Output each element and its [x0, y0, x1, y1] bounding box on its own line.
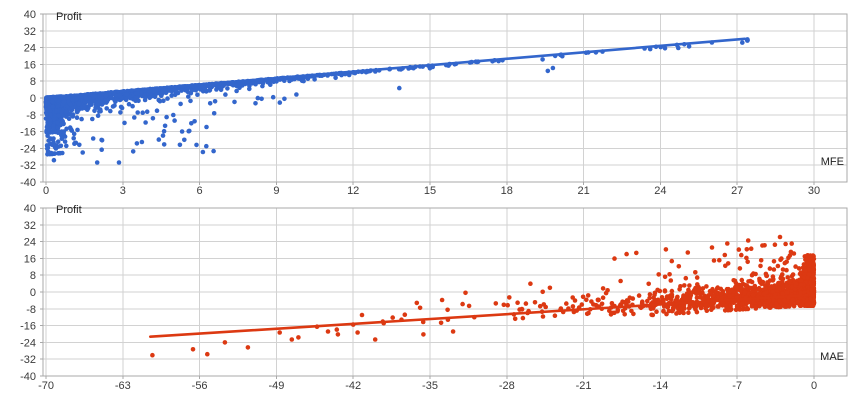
axis-tick-marks — [40, 13, 815, 185]
y-tick-label: -32 — [20, 354, 36, 366]
y-tick-label: -8 — [26, 110, 36, 122]
x-tick-label: -70 — [38, 380, 54, 392]
mae-scatter-plot: -70 -63 -56 -49 -42 -35 -28 -21 -14 -7 04032241680… — [20, 203, 848, 392]
y-tick-label: 8 — [30, 270, 36, 282]
profit-vs-mfe-chart: 0 3 6 9 12 15 18 21 24 27 30 40 32 24 16 8 0 -8 -16 -24 -32 -… — [20, 9, 848, 197]
y-tick-label: 16 — [24, 59, 36, 71]
x-tick-label: -49 — [268, 380, 284, 392]
x-tick-label: 0 — [43, 185, 49, 197]
x-tick-label: -21 — [576, 380, 592, 392]
scatter-points — [150, 234, 817, 358]
x-tick-label: 9 — [273, 185, 279, 197]
x-tick-label: -35 — [422, 380, 438, 392]
y-tick-label: 32 — [24, 220, 36, 232]
scatter-points — [43, 37, 750, 165]
x-tick-label: -14 — [652, 380, 668, 392]
trendline — [44, 37, 747, 99]
x-tick-label: -42 — [345, 380, 361, 392]
tick-labels: 0 3 6 9 12 15 18 21 24 27 30 40 32 24 16 8 0 -8 -16 -24 -32 -… — [20, 9, 820, 197]
x-tick-label: 27 — [731, 185, 743, 197]
x-tick-label: -56 — [192, 380, 208, 392]
y-tick-label: -40 — [20, 371, 36, 383]
y-tick-label: 40 — [24, 9, 36, 21]
y-tick-label: -8 — [26, 304, 36, 316]
x-tick-label: 6 — [197, 185, 203, 197]
y-tick-label: 0 — [30, 287, 36, 299]
profit-vs-mae-chart: -70 -63 -56 -49 -42 -35 -28 -21 -14 -7 0 40 32 24 16 8 0… — [0, 200, 860, 400]
x-tick-label: -28 — [499, 380, 515, 392]
y-tick-label: -40 — [20, 177, 36, 189]
x-tick-label: 24 — [654, 185, 666, 197]
x-tick-label: 21 — [577, 185, 589, 197]
x-tick-label: 12 — [347, 185, 359, 197]
y-tick-label: 24 — [24, 43, 36, 55]
x-tick-label: 18 — [501, 185, 513, 197]
trendline — [148, 293, 809, 339]
mae-chart-xaxis-title: MAE — [820, 351, 844, 363]
x-tick-label: 15 — [424, 185, 436, 197]
y-tick-label: 0 — [30, 93, 36, 105]
mae-chart-yaxis-title: Profit — [56, 204, 82, 216]
y-tick-label: 32 — [24, 26, 36, 38]
x-tick-label: 0 — [811, 380, 817, 392]
y-tick-label: 8 — [30, 76, 36, 88]
tick-labels: -70 -63 -56 -49 -42 -35 -28 -21 -14 -7 04032241680… — [20, 203, 817, 392]
x-tick-label: 3 — [120, 185, 126, 197]
mfe-chart-xaxis-title: MFE — [820, 156, 844, 168]
y-tick-label: -16 — [20, 321, 36, 333]
y-tick-label: 40 — [24, 203, 36, 215]
y-tick-label: -32 — [20, 160, 36, 172]
x-tick-label: -63 — [115, 380, 131, 392]
mfe-chart-yaxis-title: Profit — [56, 11, 82, 23]
x-tick-label: 30 — [808, 185, 820, 197]
mfe-scatter-plot: 0 3 6 9 12 15 18 21 24 27 30 40 32 24 16 8 0 -8 -16 -24 -32 -… — [20, 9, 848, 197]
y-tick-label: -24 — [20, 337, 36, 349]
y-tick-label: 16 — [24, 253, 36, 265]
y-tick-label: -24 — [20, 143, 36, 155]
y-tick-label: -16 — [20, 127, 36, 139]
x-tick-label: -7 — [732, 380, 742, 392]
axis-tick-marks — [40, 207, 815, 379]
y-tick-label: 24 — [24, 237, 36, 249]
